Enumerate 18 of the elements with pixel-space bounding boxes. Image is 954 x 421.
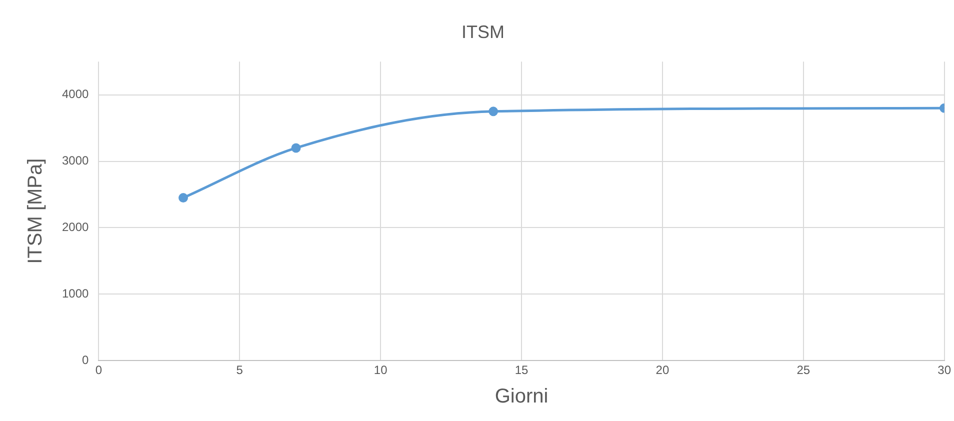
y-tick-label: 4000 [62, 87, 90, 102]
y-tick-label: 1000 [62, 286, 90, 300]
x-tick-label: 15 [514, 363, 529, 378]
point [178, 193, 188, 203]
y-axis-title: ITSM [MPa] [24, 158, 47, 264]
y-tick-label: 3000 [62, 154, 90, 168]
x-tick-label: 30 [938, 363, 952, 378]
x-tick-label: 25 [796, 363, 810, 378]
x-tick-label: 10 [374, 363, 388, 378]
x-axis-title: Giorni [494, 386, 548, 408]
chart-title: ITSM [462, 22, 504, 42]
point [291, 143, 301, 153]
x-tick-label: 20 [656, 363, 670, 378]
y-tick-label: 0 [82, 352, 90, 367]
x-tick-label: 5 [236, 363, 244, 378]
point [488, 106, 498, 116]
y-tick-label: 2000 [62, 220, 90, 234]
x-tick-label: 0 [95, 363, 102, 378]
